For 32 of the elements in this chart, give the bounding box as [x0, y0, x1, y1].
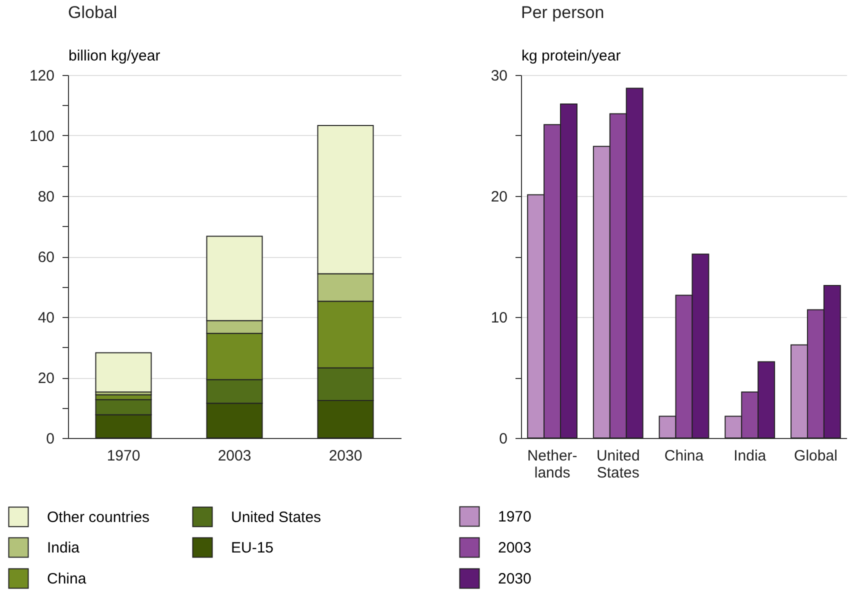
y-tick-label: 60 [38, 249, 54, 266]
legend-label: Other countries [47, 508, 150, 526]
y-tick-label: 100 [29, 128, 54, 145]
y-tick-label: 120 [29, 68, 54, 84]
x-tick-label: India [734, 448, 767, 464]
legend-label: EU-15 [231, 540, 274, 556]
y-tick-label: 40 [38, 310, 54, 326]
legend-label: United States [231, 508, 322, 526]
legend-label: 2030 [498, 570, 532, 588]
y-tick-label: 0 [499, 430, 508, 448]
y-tick-label: 10 [490, 310, 508, 326]
legend-label: 1970 [498, 508, 532, 526]
y-tick-label: 20 [490, 188, 508, 206]
x-tick-label: Nether- lands [527, 448, 578, 482]
chart-title: Global [68, 3, 118, 22]
x-tick-label: 2030 [328, 448, 362, 464]
y-axis-title: billion kg/year [68, 48, 160, 64]
y-axis-title: kg protein/year [522, 48, 621, 64]
y-tick-label: 30 [490, 68, 508, 84]
x-tick-label: United States [596, 448, 640, 482]
y-tick-label: 20 [38, 370, 54, 387]
x-tick-label: Global [794, 448, 838, 464]
x-tick-label: China [664, 448, 704, 464]
y-tick-label: 0 [46, 430, 54, 448]
y-tick-label: 80 [38, 188, 54, 206]
x-tick-label: 2003 [218, 448, 252, 464]
legend-label: 2003 [498, 540, 532, 556]
legend-label: China [47, 570, 87, 588]
bar [95, 352, 152, 393]
chart-title: Per person [521, 3, 604, 22]
legend-label: India [47, 540, 80, 556]
x-tick-label: 1970 [106, 448, 140, 464]
